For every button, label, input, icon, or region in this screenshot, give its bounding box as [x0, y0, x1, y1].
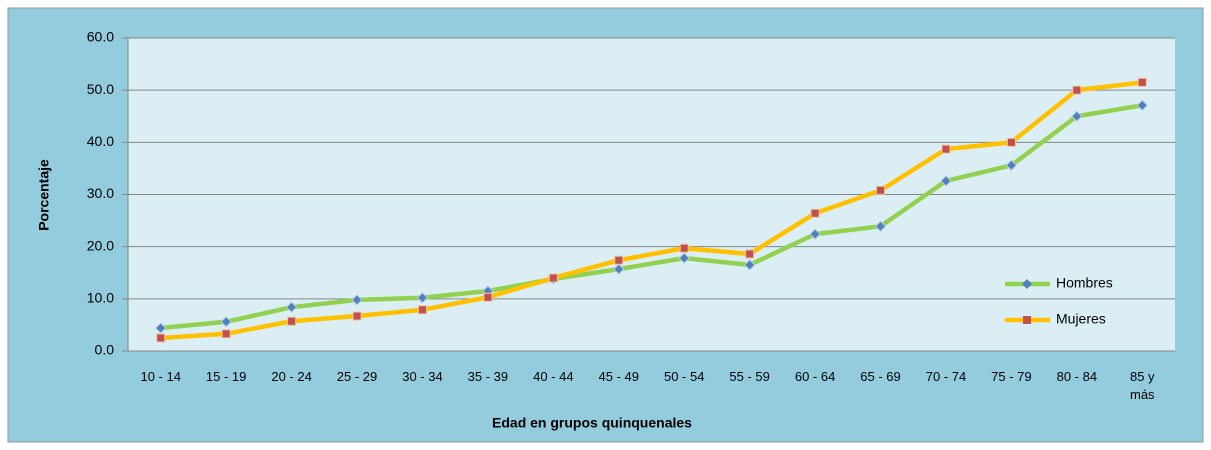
marker	[810, 208, 820, 218]
x-tick-label: 45 - 49	[598, 369, 640, 384]
marker	[285, 301, 298, 313]
marker	[287, 316, 297, 326]
marker	[156, 333, 166, 343]
marker	[809, 228, 821, 240]
x-tick-label: 25 - 29	[336, 369, 378, 384]
marker	[220, 316, 232, 328]
legend-label: Mujeres	[1056, 311, 1106, 327]
x-tick-label: 85 y más	[1129, 369, 1155, 402]
marker	[743, 259, 756, 271]
marker	[613, 263, 625, 275]
marker	[483, 292, 493, 302]
x-tick-label: 15 - 19	[205, 369, 247, 384]
marker	[678, 252, 690, 264]
y-tick-label: 30.0	[87, 185, 114, 201]
marker	[941, 144, 951, 154]
marker	[1006, 137, 1016, 147]
marker	[352, 311, 362, 321]
x-tick-label: 30 - 34	[402, 369, 443, 384]
y-tick-label: 0.0	[95, 342, 115, 358]
x-tick-label: 75 - 79	[991, 369, 1032, 384]
marker	[614, 255, 624, 265]
x-tick-label: 35 - 39	[467, 369, 509, 384]
marker	[876, 185, 886, 195]
y-tick-label: 60.0	[87, 29, 114, 45]
marker	[416, 292, 429, 304]
series-line	[160, 103, 1143, 331]
y-tick-label: 10.0	[87, 290, 114, 306]
series-line	[160, 80, 1143, 341]
y-tick-label: 40.0	[87, 133, 114, 149]
x-tick-label: 55 - 59	[729, 369, 770, 384]
marker	[155, 322, 167, 334]
marker	[745, 249, 755, 259]
x-tick-label: 70 - 74	[925, 369, 967, 384]
marker	[221, 329, 231, 339]
marker	[417, 305, 427, 315]
x-tick-label: 10 - 14	[140, 369, 181, 384]
marker	[1005, 159, 1018, 171]
x-tick-label: 40 - 44	[533, 369, 574, 384]
marker	[940, 175, 952, 187]
legend-marker	[1023, 316, 1031, 324]
marker	[1071, 110, 1083, 122]
y-tick-label: 20.0	[87, 237, 114, 253]
marker	[351, 294, 363, 306]
marker	[1136, 99, 1148, 112]
marker	[874, 220, 887, 233]
legend-label: Hombres	[1056, 275, 1113, 291]
marker	[1072, 85, 1082, 95]
x-tick-label: 65 - 69	[860, 369, 901, 384]
marker	[1137, 77, 1147, 87]
marker	[679, 243, 689, 253]
x-tick-label: 60 - 64	[794, 369, 836, 384]
x-axis-label: Edad en grupos quinquenales	[492, 415, 692, 431]
y-axis-label: Porcentaje	[36, 159, 52, 231]
y-tick-label: 50.0	[87, 81, 114, 97]
legend-marker	[1022, 279, 1032, 289]
x-tick-label: 20 - 24	[271, 369, 312, 384]
marker	[548, 273, 558, 283]
x-tick-label: 50 - 54	[663, 369, 705, 384]
x-tick-label: 80 - 84	[1056, 369, 1098, 384]
